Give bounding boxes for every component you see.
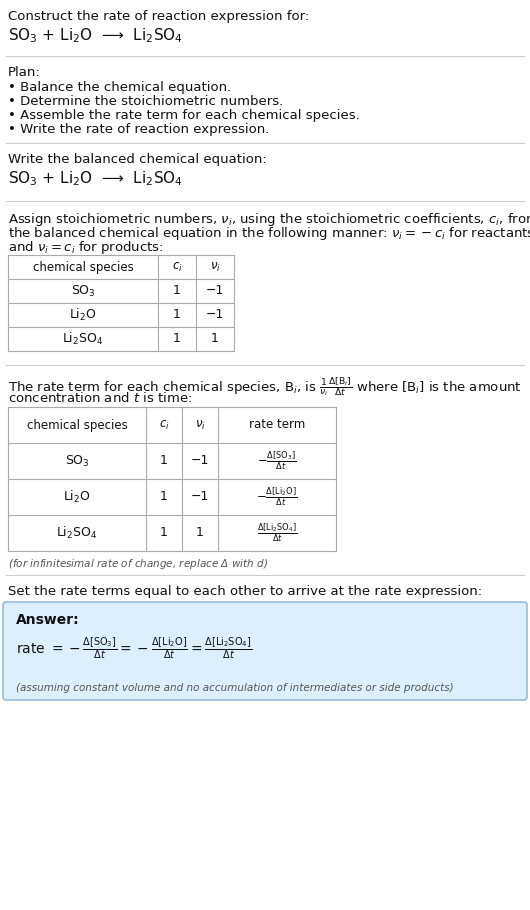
Text: 1: 1 bbox=[196, 527, 204, 540]
Text: and $\nu_i = c_i$ for products:: and $\nu_i = c_i$ for products: bbox=[8, 239, 164, 256]
Text: 1: 1 bbox=[160, 490, 168, 503]
Text: SO$_3$ + Li$_2$O  ⟶  Li$_2$SO$_4$: SO$_3$ + Li$_2$O ⟶ Li$_2$SO$_4$ bbox=[8, 169, 183, 187]
Text: SO$_3$ + Li$_2$O  ⟶  Li$_2$SO$_4$: SO$_3$ + Li$_2$O ⟶ Li$_2$SO$_4$ bbox=[8, 26, 183, 45]
Text: Set the rate terms equal to each other to arrive at the rate expression:: Set the rate terms equal to each other t… bbox=[8, 585, 482, 598]
Text: $c_i$: $c_i$ bbox=[172, 260, 182, 274]
Text: −1: −1 bbox=[191, 454, 209, 468]
Text: Write the balanced chemical equation:: Write the balanced chemical equation: bbox=[8, 153, 267, 166]
Text: $\nu_i$: $\nu_i$ bbox=[195, 419, 206, 431]
Text: 1: 1 bbox=[173, 308, 181, 321]
Text: • Write the rate of reaction expression.: • Write the rate of reaction expression. bbox=[8, 123, 269, 136]
Text: Li$_2$O: Li$_2$O bbox=[69, 307, 97, 323]
Text: the balanced chemical equation in the following manner: $\nu_i = -c_i$ for react: the balanced chemical equation in the fo… bbox=[8, 225, 530, 242]
Text: rate $= -\frac{\Delta[\mathrm{SO_3}]}{\Delta t} = -\frac{\Delta[\mathrm{Li_2O}]}: rate $= -\frac{\Delta[\mathrm{SO_3}]}{\D… bbox=[16, 635, 252, 661]
Text: Li$_2$O: Li$_2$O bbox=[63, 489, 91, 505]
Text: • Determine the stoichiometric numbers.: • Determine the stoichiometric numbers. bbox=[8, 95, 283, 108]
Text: SO$_3$: SO$_3$ bbox=[65, 453, 90, 469]
Text: Li$_2$SO$_4$: Li$_2$SO$_4$ bbox=[63, 331, 104, 347]
Text: Construct the rate of reaction expression for:: Construct the rate of reaction expressio… bbox=[8, 10, 309, 23]
Text: chemical species: chemical species bbox=[33, 260, 134, 274]
Text: 1: 1 bbox=[160, 527, 168, 540]
Text: Answer:: Answer: bbox=[16, 613, 80, 627]
Text: −1: −1 bbox=[206, 285, 224, 298]
Text: The rate term for each chemical species, B$_i$, is $\frac{1}{\nu_i}\frac{\Delta[: The rate term for each chemical species,… bbox=[8, 375, 522, 398]
Text: Li$_2$SO$_4$: Li$_2$SO$_4$ bbox=[56, 525, 98, 541]
Text: Assign stoichiometric numbers, $\nu_i$, using the stoichiometric coefficients, $: Assign stoichiometric numbers, $\nu_i$, … bbox=[8, 211, 530, 228]
Text: 1: 1 bbox=[173, 332, 181, 346]
Text: concentration and $t$ is time:: concentration and $t$ is time: bbox=[8, 391, 192, 405]
Text: 1: 1 bbox=[173, 285, 181, 298]
Text: rate term: rate term bbox=[249, 419, 305, 431]
Text: 1: 1 bbox=[160, 454, 168, 468]
Text: $-\frac{\Delta[\mathrm{Li_2O}]}{\Delta t}$: $-\frac{\Delta[\mathrm{Li_2O}]}{\Delta t… bbox=[257, 486, 298, 508]
Text: $\nu_i$: $\nu_i$ bbox=[209, 260, 220, 274]
Text: −1: −1 bbox=[191, 490, 209, 503]
Text: $-\frac{\Delta[\mathrm{SO_3}]}{\Delta t}$: $-\frac{\Delta[\mathrm{SO_3}]}{\Delta t}… bbox=[257, 450, 297, 472]
Text: chemical species: chemical species bbox=[26, 419, 127, 431]
Text: $\frac{\Delta[\mathrm{Li_2SO_4}]}{\Delta t}$: $\frac{\Delta[\mathrm{Li_2SO_4}]}{\Delta… bbox=[257, 521, 297, 544]
Text: (assuming constant volume and no accumulation of intermediates or side products): (assuming constant volume and no accumul… bbox=[16, 683, 454, 693]
Text: $c_i$: $c_i$ bbox=[158, 419, 170, 431]
Text: Plan:: Plan: bbox=[8, 66, 41, 79]
Text: 1: 1 bbox=[211, 332, 219, 346]
Text: • Balance the chemical equation.: • Balance the chemical equation. bbox=[8, 81, 231, 94]
Text: −1: −1 bbox=[206, 308, 224, 321]
Text: SO$_3$: SO$_3$ bbox=[70, 283, 95, 298]
Text: • Assemble the rate term for each chemical species.: • Assemble the rate term for each chemic… bbox=[8, 109, 360, 122]
FancyBboxPatch shape bbox=[3, 602, 527, 700]
Text: (for infinitesimal rate of change, replace Δ with $d$): (for infinitesimal rate of change, repla… bbox=[8, 557, 268, 571]
